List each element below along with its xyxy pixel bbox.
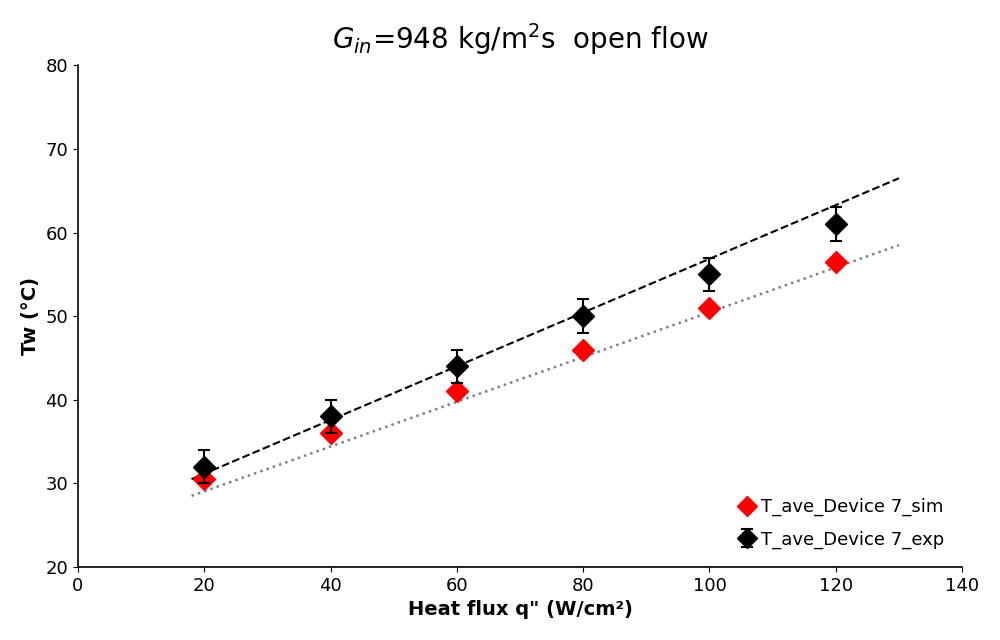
Line: T_ave_Device 7_sim: T_ave_Device 7_sim bbox=[197, 254, 843, 487]
Y-axis label: Tw (°C): Tw (°C) bbox=[21, 277, 40, 355]
T_ave_Device 7_sim bbox=[703, 304, 715, 312]
X-axis label: Heat flux q" (W/cm²): Heat flux q" (W/cm²) bbox=[408, 600, 632, 619]
T_ave_Device 7_sim bbox=[451, 388, 463, 396]
T_ave_Device 7_sim bbox=[198, 476, 210, 483]
Legend: T_ave_Device 7_sim, T_ave_Device 7_exp: T_ave_Device 7_sim, T_ave_Device 7_exp bbox=[732, 489, 953, 558]
T_ave_Device 7_sim bbox=[830, 258, 842, 266]
T_ave_Device 7_sim bbox=[325, 429, 337, 437]
T_ave_Device 7_sim bbox=[577, 346, 589, 353]
Title: $G_{in}$=948 kg/m$^2$s  open flow: $G_{in}$=948 kg/m$^2$s open flow bbox=[332, 21, 708, 57]
